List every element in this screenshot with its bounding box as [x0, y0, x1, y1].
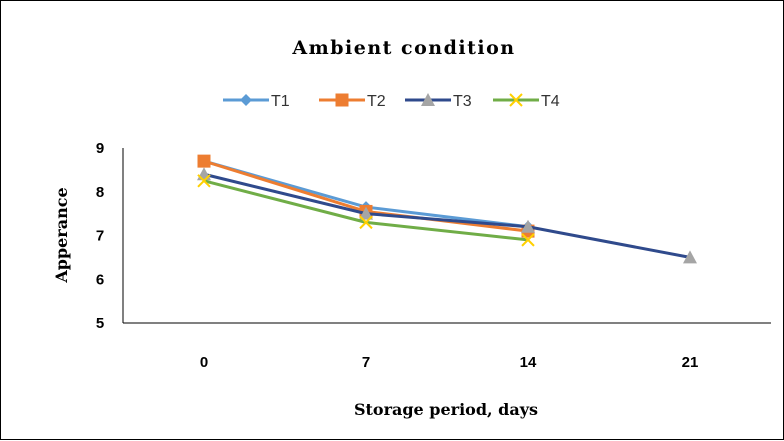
data-point: [521, 233, 535, 247]
legend-label: T2: [367, 93, 386, 110]
legend-label: T4: [541, 93, 560, 110]
y-tick-label: 7: [96, 228, 104, 245]
data-point: [521, 219, 535, 233]
series-t2: [197, 154, 535, 238]
series-group: [197, 154, 697, 264]
legend-item-t1: T1: [223, 93, 290, 110]
y-axis-title: Apperance: [52, 187, 71, 283]
legend-marker: [509, 93, 523, 107]
x-tick-label: 21: [682, 354, 699, 371]
series-t4: [197, 174, 535, 247]
x-tick-label: 14: [520, 354, 537, 371]
legend-item-t2: T2: [319, 93, 386, 110]
legend-marker: [240, 94, 252, 106]
legend-label: T3: [453, 93, 472, 110]
y-tick-labels: 5 6 7 8 9: [96, 140, 104, 332]
data-point: [359, 215, 373, 230]
x-tick-labels: 0 7 14 21: [200, 354, 699, 371]
data-point: [359, 206, 373, 220]
data-point: [197, 154, 211, 168]
legend-marker: [335, 93, 349, 107]
data-point: [683, 250, 697, 264]
legend-item-t3: T3: [405, 93, 472, 110]
y-tick-label: 5: [96, 315, 104, 332]
y-tick-label: 8: [96, 184, 104, 201]
data-point: [197, 167, 211, 181]
x-tick-label: 0: [200, 354, 208, 371]
axes: [122, 148, 771, 324]
data-point: [197, 174, 211, 188]
chart-title: Ambient condition: [291, 37, 515, 59]
legend: T1 T2 T3 T4: [223, 93, 560, 110]
legend-marker: [421, 93, 435, 106]
legend-label: T1: [271, 93, 290, 110]
x-axis-title: Storage period, days: [354, 400, 538, 419]
y-tick-label: 6: [96, 271, 104, 288]
series-line: [203, 172, 691, 259]
y-tick-label: 9: [96, 140, 104, 157]
legend-item-t4: T4: [493, 93, 560, 110]
x-tick-label: 7: [362, 354, 370, 371]
